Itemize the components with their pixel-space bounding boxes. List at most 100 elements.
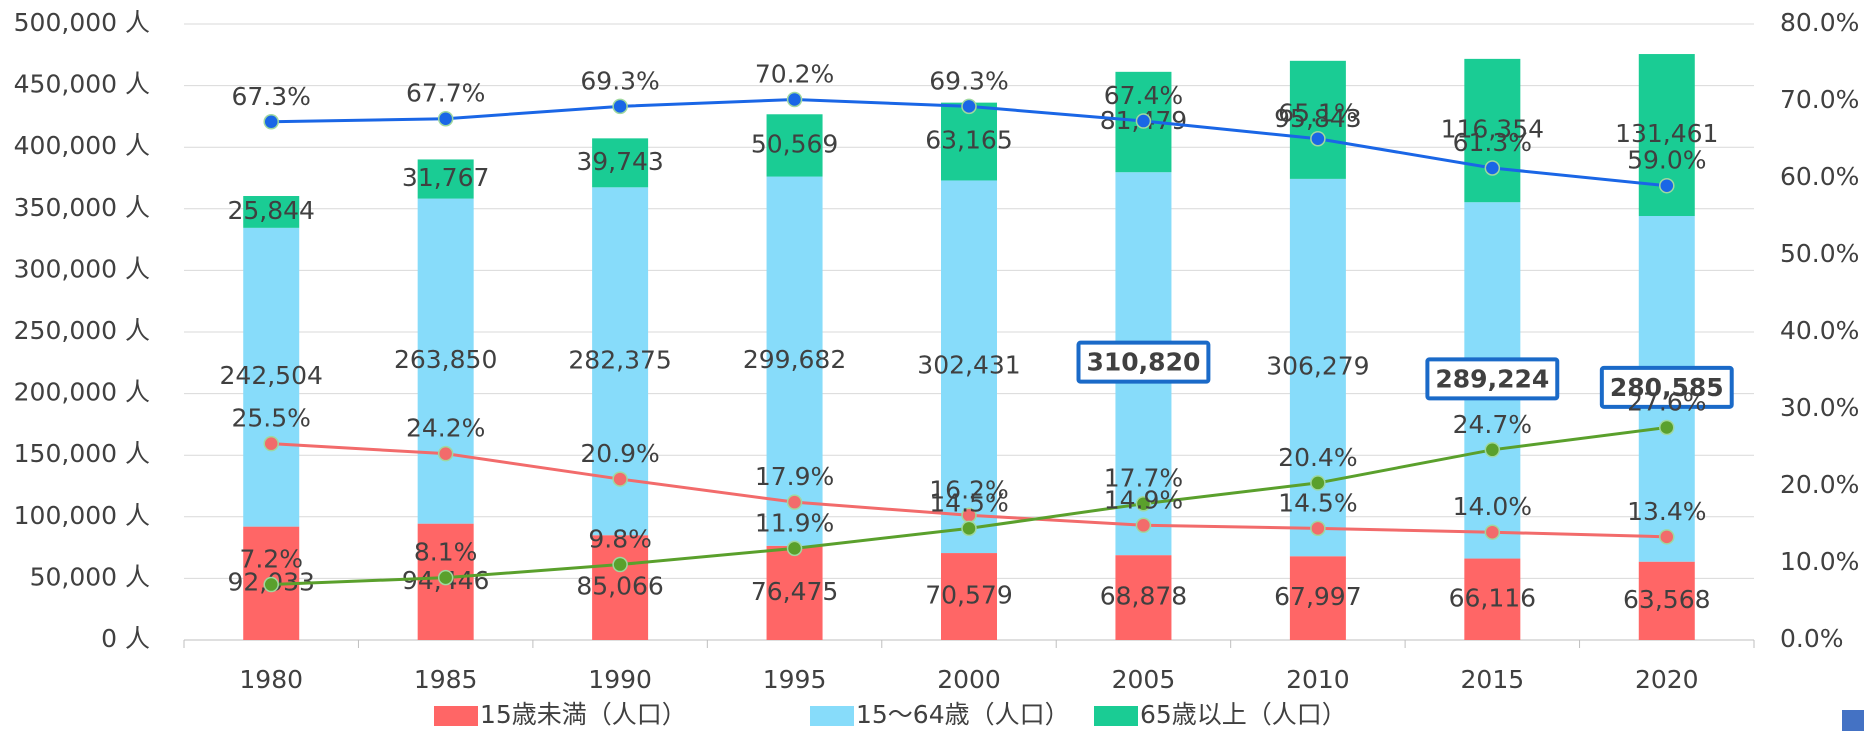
line-marker xyxy=(612,98,628,115)
line-marker xyxy=(437,110,454,127)
line-value-label: 16.2% xyxy=(929,475,1008,504)
y2-tick-label: 20.0% xyxy=(1780,470,1859,499)
line-marker xyxy=(263,435,279,452)
line-value-label: 14.9% xyxy=(1104,485,1183,514)
y-tick-label: 500,000 人 xyxy=(14,8,150,37)
bar xyxy=(1289,556,1346,640)
label-highlight-box xyxy=(1076,340,1211,384)
line-marker xyxy=(961,98,977,115)
bar xyxy=(592,535,649,640)
line-value-label: 17.9% xyxy=(755,462,834,491)
line-value-label: 7.2% xyxy=(239,545,303,574)
y-tick-label: 350,000 人 xyxy=(14,193,150,222)
line-value-label: 11.9% xyxy=(755,508,834,537)
line-marker xyxy=(1484,160,1501,176)
bar-value-label: 242,504 xyxy=(220,361,323,390)
line-value-label: 70.2% xyxy=(755,59,834,88)
bar-value-label: 306,279 xyxy=(1266,352,1369,381)
bar-value-label: 39,743 xyxy=(576,147,663,176)
bar xyxy=(417,159,474,199)
line-value-label: 20.9% xyxy=(580,439,659,468)
line-marker xyxy=(437,445,454,462)
line-value-label: 20.4% xyxy=(1278,443,1357,472)
bar xyxy=(1464,58,1521,203)
y-tick-label: 450,000 人 xyxy=(14,70,150,99)
line-marker xyxy=(263,576,279,593)
legend-swatch xyxy=(434,706,478,726)
line-marker xyxy=(1310,475,1326,491)
legend-swatch xyxy=(1094,706,1138,726)
bar xyxy=(941,553,997,640)
line-value-label: 17.7% xyxy=(1104,464,1183,493)
x-tick-label: 1995 xyxy=(763,665,827,694)
x-tick-label: 2010 xyxy=(1286,665,1350,694)
bar xyxy=(1289,60,1346,179)
bar xyxy=(243,227,300,527)
bar-value-label: 85,066 xyxy=(576,572,663,601)
bar-value-label: 68,878 xyxy=(1100,582,1187,611)
line-value-label: 14.5% xyxy=(1278,488,1357,517)
line-value-label: 69.3% xyxy=(929,66,1008,95)
bar xyxy=(766,176,823,546)
y-tick-label: 50,000 人 xyxy=(30,562,150,591)
line-value-label: 67.3% xyxy=(232,82,311,111)
line-value-label: 24.7% xyxy=(1453,410,1532,439)
legend-label: 65歳以上（人口） xyxy=(1140,700,1347,729)
x-tick-label: 2005 xyxy=(1112,665,1176,694)
x-tick-label: 1985 xyxy=(414,665,478,694)
line-value-label: 24.2% xyxy=(406,414,485,443)
line-value-label: 25.5% xyxy=(232,404,311,433)
line-marker xyxy=(786,91,803,108)
line-marker xyxy=(1135,517,1152,534)
y2-tick-label: 50.0% xyxy=(1780,239,1859,268)
legend-label: 15歳未満（人口） xyxy=(480,700,687,729)
x-tick-label: 1990 xyxy=(588,665,652,694)
y-tick-label: 300,000 人 xyxy=(14,254,150,283)
y2-tick-label: 30.0% xyxy=(1780,393,1859,422)
line-marker xyxy=(263,114,279,130)
bar xyxy=(243,196,300,228)
y-tick-label: 0 人 xyxy=(101,624,150,653)
line-marker xyxy=(961,520,977,537)
line-marker xyxy=(437,569,454,586)
bar xyxy=(1115,555,1172,640)
bar-value-label: 31,767 xyxy=(402,163,489,192)
x-tick-label: 2000 xyxy=(937,665,1001,694)
line-marker xyxy=(1659,177,1675,194)
bar-value-label: 302,431 xyxy=(917,351,1020,380)
line-value-label: 59.0% xyxy=(1627,146,1706,175)
line-value-label: 61.3% xyxy=(1453,128,1532,157)
line-value-label: 8.1% xyxy=(414,538,478,567)
y-tick-label: 200,000 人 xyxy=(14,378,150,407)
bar-value-label: 299,682 xyxy=(743,345,846,374)
y-tick-label: 400,000 人 xyxy=(14,131,150,160)
bar-value-label: 280,585 xyxy=(1610,373,1724,402)
line-marker xyxy=(786,494,803,510)
line-marker xyxy=(1659,419,1675,436)
bar-value-label: 282,375 xyxy=(568,345,671,374)
line-marker xyxy=(1484,442,1501,458)
line-value-label: 69.3% xyxy=(580,66,659,95)
line-marker xyxy=(1135,495,1152,512)
bar-value-label: 95,843 xyxy=(1274,104,1361,133)
line-marker xyxy=(786,540,803,557)
bar xyxy=(941,102,997,181)
bar-value-label: 50,569 xyxy=(751,129,838,158)
line-marker xyxy=(1659,529,1675,545)
line-marker xyxy=(1310,130,1326,147)
corner-icon xyxy=(1842,710,1864,731)
y2-tick-label: 0.0% xyxy=(1780,624,1844,653)
y2-tick-label: 40.0% xyxy=(1780,316,1859,345)
label-highlight-box xyxy=(1599,365,1734,409)
line-marker xyxy=(1484,524,1501,540)
bar-value-label: 63,165 xyxy=(925,126,1012,155)
bar xyxy=(766,545,823,640)
line-value-label: 67.4% xyxy=(1104,81,1183,110)
bar xyxy=(417,198,474,524)
bar xyxy=(592,138,649,188)
bar-value-label: 25,844 xyxy=(227,196,314,225)
label-highlight-box xyxy=(1425,357,1560,401)
bar-value-label: 263,850 xyxy=(394,345,497,374)
y-tick-label: 100,000 人 xyxy=(14,501,150,530)
